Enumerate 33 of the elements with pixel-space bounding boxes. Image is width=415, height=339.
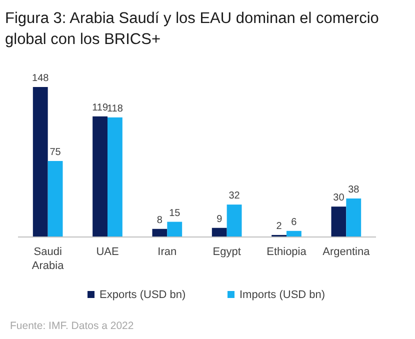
bar bbox=[152, 228, 168, 237]
bar bbox=[32, 87, 48, 237]
data-label: 32 bbox=[228, 190, 240, 202]
x-tick-label: Saudi Arabia bbox=[32, 246, 65, 272]
bar bbox=[346, 198, 362, 237]
x-tick-label: Egypt bbox=[212, 246, 241, 258]
x-tick-label: Ethiopia bbox=[266, 246, 308, 258]
data-label: 38 bbox=[348, 184, 360, 196]
data-label: 6 bbox=[291, 216, 298, 228]
data-label: 9 bbox=[216, 214, 223, 225]
data-label: 119 bbox=[92, 102, 108, 114]
data-label: 75 bbox=[50, 146, 62, 158]
legend-label: Exports (USD bn) bbox=[100, 289, 186, 301]
data-label: 148 bbox=[32, 73, 50, 84]
x-tick-label: Iran bbox=[158, 246, 177, 258]
x-tick-label: UAE bbox=[96, 246, 119, 258]
bar bbox=[286, 230, 302, 237]
data-label: 30 bbox=[333, 192, 345, 204]
data-label: 8 bbox=[156, 214, 163, 226]
bar bbox=[167, 222, 182, 237]
legend-label: Imports (USD bn) bbox=[240, 289, 326, 301]
bar bbox=[331, 206, 346, 237]
source-note: Fuente: IMF. Datos a 2022 bbox=[10, 320, 134, 332]
bar bbox=[48, 160, 63, 237]
chart-title: Figura 3: Arabia Saudí y los EAU dominan el comercio global con los BRICS+ bbox=[5, 9, 380, 50]
bar bbox=[212, 228, 227, 237]
bar bbox=[108, 117, 122, 237]
x-tick-label: Argentina bbox=[322, 246, 371, 258]
bar bbox=[92, 116, 108, 237]
data-label: 15 bbox=[169, 208, 181, 219]
bar bbox=[226, 204, 242, 237]
data-label: 118 bbox=[106, 103, 124, 114]
data-label: 2 bbox=[276, 220, 282, 232]
